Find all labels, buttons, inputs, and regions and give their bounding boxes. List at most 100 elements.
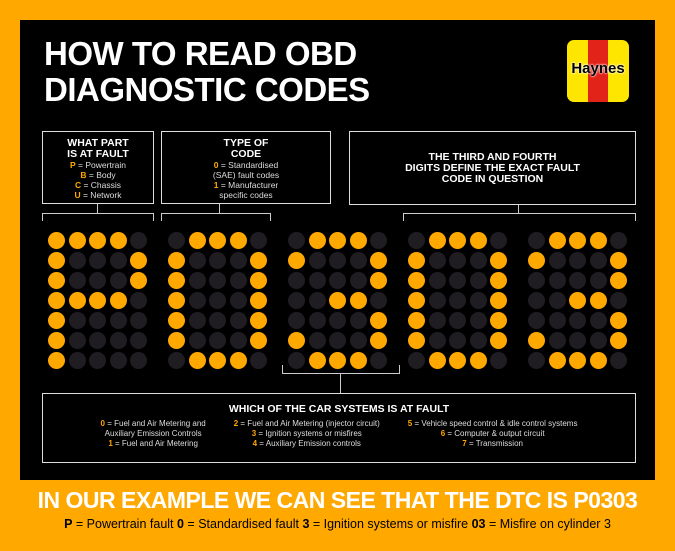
dot-lit bbox=[370, 272, 387, 289]
box-heading: DIGITS DEFINE THE EXACT FAULT bbox=[405, 162, 580, 174]
dot-unlit bbox=[188, 272, 206, 289]
legend-item: B = Body bbox=[43, 170, 153, 180]
dot-lit bbox=[528, 332, 545, 349]
title-line: HOW TO READ OBD bbox=[44, 35, 357, 72]
dot-lit bbox=[449, 232, 466, 249]
dot-unlit bbox=[68, 272, 86, 289]
example-text: = Ignition systems or misfire bbox=[309, 517, 472, 531]
logo-stripe bbox=[588, 40, 608, 102]
box-heading: CODE IN QUESTION bbox=[441, 173, 544, 185]
dot-unlit bbox=[229, 312, 247, 329]
dot-unlit bbox=[490, 352, 507, 369]
dot-unlit bbox=[308, 272, 326, 289]
dot-unlit bbox=[349, 272, 367, 289]
box-heading: CODE bbox=[230, 148, 262, 160]
bracket-line bbox=[282, 373, 400, 374]
dot-lit bbox=[349, 352, 367, 369]
system-column: 0 = Fuel and Air Metering and Auxiliary E… bbox=[101, 419, 206, 449]
dot-unlit bbox=[130, 352, 147, 369]
legend-item: 0 = Standardised bbox=[162, 160, 330, 170]
dot-lit bbox=[288, 252, 305, 269]
legend-text: = Body bbox=[86, 170, 116, 180]
dot-lit bbox=[130, 252, 147, 269]
dot-unlit bbox=[229, 332, 247, 349]
dot-unlit bbox=[528, 352, 545, 369]
dot-unlit bbox=[229, 272, 247, 289]
dot-unlit bbox=[288, 272, 305, 289]
legend-item: 7 = Transmission bbox=[408, 439, 578, 449]
dot-lit bbox=[68, 232, 86, 249]
bracket-line bbox=[270, 213, 271, 221]
dot-unlit bbox=[408, 352, 425, 369]
example-key: 03 bbox=[471, 517, 486, 531]
bracket-line bbox=[403, 213, 636, 214]
dot-unlit bbox=[349, 312, 367, 329]
dot-unlit bbox=[288, 312, 305, 329]
dot-lit bbox=[569, 292, 586, 309]
dot-unlit bbox=[449, 312, 466, 329]
dot-unlit bbox=[548, 332, 566, 349]
dot-unlit bbox=[528, 292, 545, 309]
legend-key: 1 bbox=[213, 180, 219, 190]
dot-unlit bbox=[569, 252, 586, 269]
dot-unlit bbox=[469, 252, 487, 269]
dot-unlit bbox=[329, 332, 346, 349]
dot-unlit bbox=[569, 312, 586, 329]
dot-unlit bbox=[569, 272, 586, 289]
legend-text: = Computer & output circuit bbox=[445, 429, 545, 438]
dot-unlit bbox=[89, 272, 106, 289]
dot-lit bbox=[109, 232, 127, 249]
dot-lit bbox=[548, 232, 566, 249]
dot-unlit bbox=[250, 232, 267, 249]
dot-unlit bbox=[209, 252, 226, 269]
part-at-fault-box: WHAT PART IS AT FAULT P = Powertrain B = … bbox=[42, 131, 154, 204]
legend-item: C = Chassis bbox=[43, 180, 153, 190]
dot-unlit bbox=[469, 312, 487, 329]
legend-text: = Auxiliary Emission controls bbox=[257, 439, 361, 448]
legend-item: 2 = Fuel and Air Metering (injector circ… bbox=[234, 419, 380, 429]
bracket-line bbox=[161, 213, 271, 214]
dot-unlit bbox=[68, 352, 86, 369]
dot-unlit bbox=[188, 252, 206, 269]
dot-unlit bbox=[408, 232, 425, 249]
example-text: = Standardised fault bbox=[183, 517, 303, 531]
dot-lit bbox=[48, 332, 65, 349]
legend-item: 3 = Ignition systems or misfires bbox=[234, 429, 380, 439]
dot-unlit bbox=[370, 232, 387, 249]
infographic-panel bbox=[20, 20, 655, 480]
dot-lit bbox=[569, 352, 586, 369]
bracket-line bbox=[399, 365, 400, 373]
example-text: = Powertrain fault bbox=[72, 517, 177, 531]
dot-unlit bbox=[109, 332, 127, 349]
dot-lit bbox=[229, 232, 247, 249]
dot-unlit bbox=[188, 292, 206, 309]
dot-lit bbox=[250, 252, 267, 269]
dot-unlit bbox=[428, 292, 446, 309]
car-system-box: WHICH OF THE CAR SYSTEMS IS AT FAULT 0 =… bbox=[42, 393, 636, 463]
bracket-line bbox=[161, 213, 162, 221]
dot-lit bbox=[408, 312, 425, 329]
dot-lit bbox=[469, 232, 487, 249]
dot-lit bbox=[370, 332, 387, 349]
dot-lit bbox=[229, 352, 247, 369]
dot-lit bbox=[610, 272, 627, 289]
dot-unlit bbox=[68, 252, 86, 269]
legend-item: 1 = Fuel and Air Metering bbox=[101, 439, 206, 449]
legend-text: = Fuel and Air Metering and bbox=[105, 419, 206, 428]
legend-key: U bbox=[74, 190, 81, 200]
system-column: 5 = Vehicle speed control & idle control… bbox=[408, 419, 578, 449]
dot-lit bbox=[490, 332, 507, 349]
dot-lit bbox=[89, 292, 106, 309]
legend-text: = Standardised bbox=[218, 160, 279, 170]
fault-digits-box: THE THIRD AND FOURTH DIGITS DEFINE THE E… bbox=[349, 131, 636, 205]
logo-wordmark: Haynes bbox=[571, 60, 625, 77]
legend-key: 7 bbox=[462, 439, 467, 448]
dot-lit bbox=[308, 232, 326, 249]
dot-lit bbox=[428, 232, 446, 249]
dot-unlit bbox=[469, 292, 487, 309]
dot-unlit bbox=[548, 252, 566, 269]
dot-unlit bbox=[528, 312, 545, 329]
example-key: 0 bbox=[177, 517, 184, 531]
dot-lit bbox=[168, 292, 185, 309]
dot-unlit bbox=[610, 352, 627, 369]
